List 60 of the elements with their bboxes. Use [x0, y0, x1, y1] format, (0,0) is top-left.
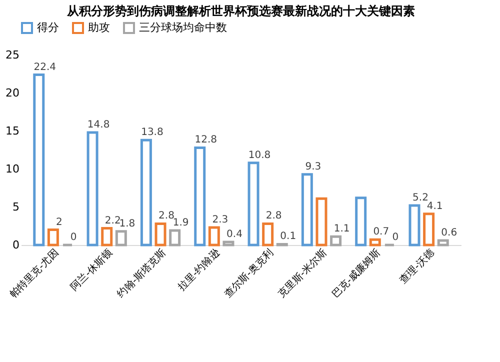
data-label: 14.8	[87, 120, 110, 131]
data-label: 13.8	[141, 127, 164, 138]
x-tick-label: 克里斯-米尔斯	[276, 246, 330, 300]
bar	[86, 131, 98, 246]
data-label: 0.1	[280, 231, 296, 242]
y-tick-label: 5	[12, 200, 20, 214]
data-label: 5.2	[412, 192, 428, 204]
bar	[248, 162, 260, 246]
bar	[169, 229, 181, 246]
data-label: 1.8	[119, 218, 136, 230]
data-label: 2.8	[266, 210, 282, 222]
bar	[154, 222, 166, 246]
data-label: 2.3	[212, 214, 228, 226]
data-label: 10.8	[248, 150, 271, 161]
x-tick-label: 约翰-斯塔克斯	[114, 246, 168, 300]
data-label: 9.3	[305, 161, 322, 172]
bar	[115, 230, 127, 246]
bar	[101, 227, 113, 246]
y-tick-label: 0	[12, 238, 20, 252]
data-label: 4.1	[426, 200, 443, 212]
data-label: 1.9	[172, 218, 189, 229]
bar	[222, 240, 234, 246]
bar	[316, 197, 328, 246]
x-tick-label: 拉里-约翰逊	[176, 246, 222, 294]
data-label: 2.2	[104, 215, 121, 226]
bar	[33, 74, 45, 246]
data-label: 2	[56, 216, 62, 228]
bar	[423, 212, 435, 246]
data-label: 0	[392, 232, 399, 243]
bar	[437, 239, 449, 246]
data-label: 22.4	[34, 62, 56, 73]
x-tick-label: 阿兰-休斯顿	[68, 246, 115, 294]
data-label: 2.8	[158, 210, 174, 222]
x-tick-label: 查尔斯-奥克利	[222, 246, 276, 300]
bar	[301, 173, 313, 246]
y-tick-label: 25	[6, 48, 20, 62]
legend-label: 助攻	[88, 21, 110, 34]
bar	[369, 238, 381, 246]
data-label: 0.6	[441, 227, 458, 238]
bar	[262, 222, 274, 246]
legend-label: 三分球场均命中数	[139, 21, 227, 34]
legend-label: 得分	[37, 21, 59, 34]
data-label: 1.1	[334, 224, 350, 235]
bar	[208, 226, 220, 246]
bar	[408, 204, 420, 246]
bar	[140, 138, 152, 246]
y-tick-label: 20	[6, 86, 20, 100]
data-label: 0.4	[226, 228, 242, 240]
y-tick-label: 10	[6, 162, 20, 176]
data-label: 0.7	[373, 226, 390, 238]
y-tick-label: 15	[6, 124, 20, 138]
data-label: 12.8	[194, 134, 217, 146]
chart-title: 从积分形势到伤病调整解析世界杯预选赛最新战况的十大关键因素	[66, 4, 415, 18]
bar	[355, 196, 367, 246]
bar	[47, 228, 59, 246]
data-label: 0	[70, 232, 77, 243]
x-tick-label: 巴克-威廉姆斯	[329, 246, 383, 300]
bar	[330, 235, 342, 246]
x-tick-label: 查理-沃德	[397, 246, 437, 286]
bar	[194, 146, 206, 246]
